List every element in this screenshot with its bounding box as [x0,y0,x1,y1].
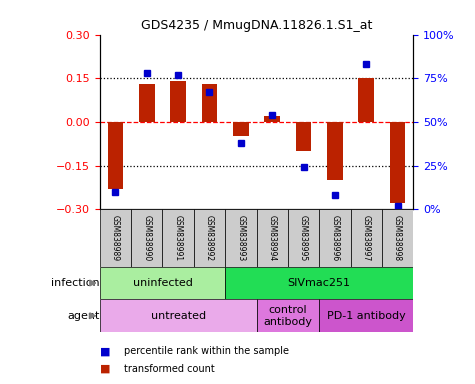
Bar [233,122,249,136]
Bar [358,78,374,122]
Text: untreated: untreated [151,311,206,321]
Bar [201,84,217,122]
Text: infection: infection [51,278,100,288]
Text: SIVmac251: SIVmac251 [288,278,351,288]
Bar [170,81,186,122]
Bar [295,122,312,151]
Text: control
antibody: control antibody [263,305,313,326]
Text: ■: ■ [100,346,110,356]
Text: GSM838993: GSM838993 [237,215,245,261]
Bar [256,209,288,266]
Text: GSM838994: GSM838994 [268,215,276,261]
Bar [351,209,382,266]
Bar [390,122,406,204]
Title: GDS4235 / MmugDNA.11826.1.S1_at: GDS4235 / MmugDNA.11826.1.S1_at [141,19,372,32]
Text: GSM838991: GSM838991 [174,215,182,261]
Bar [139,84,155,122]
Text: transformed count: transformed count [124,364,214,374]
Text: uninfected: uninfected [133,278,192,288]
Text: agent: agent [67,311,100,321]
Text: GSM838990: GSM838990 [142,215,151,261]
Bar [100,266,225,300]
Bar [107,122,123,189]
Text: GSM838997: GSM838997 [362,215,370,261]
Bar [288,209,319,266]
Text: ■: ■ [100,364,110,374]
Bar [194,209,225,266]
Bar [225,209,256,266]
Bar [100,209,131,266]
Bar [256,300,319,332]
Text: GSM838995: GSM838995 [299,215,308,261]
Text: GSM838992: GSM838992 [205,215,214,261]
Text: GSM838989: GSM838989 [111,215,120,261]
Text: GSM838996: GSM838996 [331,215,339,261]
Bar [327,122,343,180]
Bar [131,209,162,266]
Bar [100,300,256,332]
Bar [264,116,280,122]
Bar [162,209,194,266]
Bar [225,266,413,300]
Bar [319,209,351,266]
Bar [382,209,413,266]
Text: GSM838998: GSM838998 [393,215,402,261]
Text: PD-1 antibody: PD-1 antibody [327,311,406,321]
Bar [319,300,413,332]
Text: percentile rank within the sample: percentile rank within the sample [124,346,288,356]
